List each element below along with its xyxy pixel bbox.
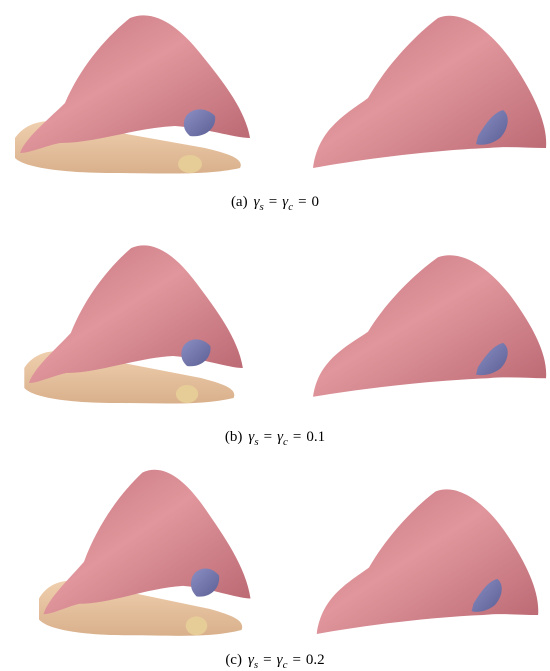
relation: = xyxy=(293,429,301,445)
caption: (a)γs=γc=0 xyxy=(231,194,319,213)
caption-label: (b) xyxy=(225,429,243,445)
subscript: c xyxy=(283,436,288,448)
subscript: s xyxy=(260,201,264,213)
subscript: c xyxy=(288,201,293,213)
relation: = xyxy=(292,652,300,668)
relation: = xyxy=(269,194,277,210)
render-a-left xyxy=(15,15,250,173)
caption: (b)γs=γc=0.1 xyxy=(225,429,325,448)
subscript: c xyxy=(283,659,288,671)
render-a-right xyxy=(313,16,546,168)
render-b-right xyxy=(313,255,546,397)
page: (a)γs=γc=0 (b)γs=γc=0.1 (c)γs=γc=0.2 (()… xyxy=(0,0,550,671)
figure: (a)γs=γc=0 (b)γs=γc=0.1 (c)γs=γc=0.2 xyxy=(0,0,550,671)
caption-value: 0 xyxy=(312,194,320,210)
render-b-left xyxy=(24,245,243,403)
caption-value: 0.1 xyxy=(306,429,325,445)
render-c-left xyxy=(39,470,251,636)
caption-value: 0.2 xyxy=(306,652,325,668)
render-c-right xyxy=(317,489,539,634)
subscript: s xyxy=(254,659,258,671)
caption: (c)γs=γc=0.2 xyxy=(225,652,324,671)
relation: = xyxy=(263,652,271,668)
relation: = xyxy=(264,429,272,445)
relation: = xyxy=(298,194,306,210)
subscript: s xyxy=(254,436,258,448)
caption-label: (c) xyxy=(225,652,242,668)
caption-label: (a) xyxy=(231,194,248,210)
